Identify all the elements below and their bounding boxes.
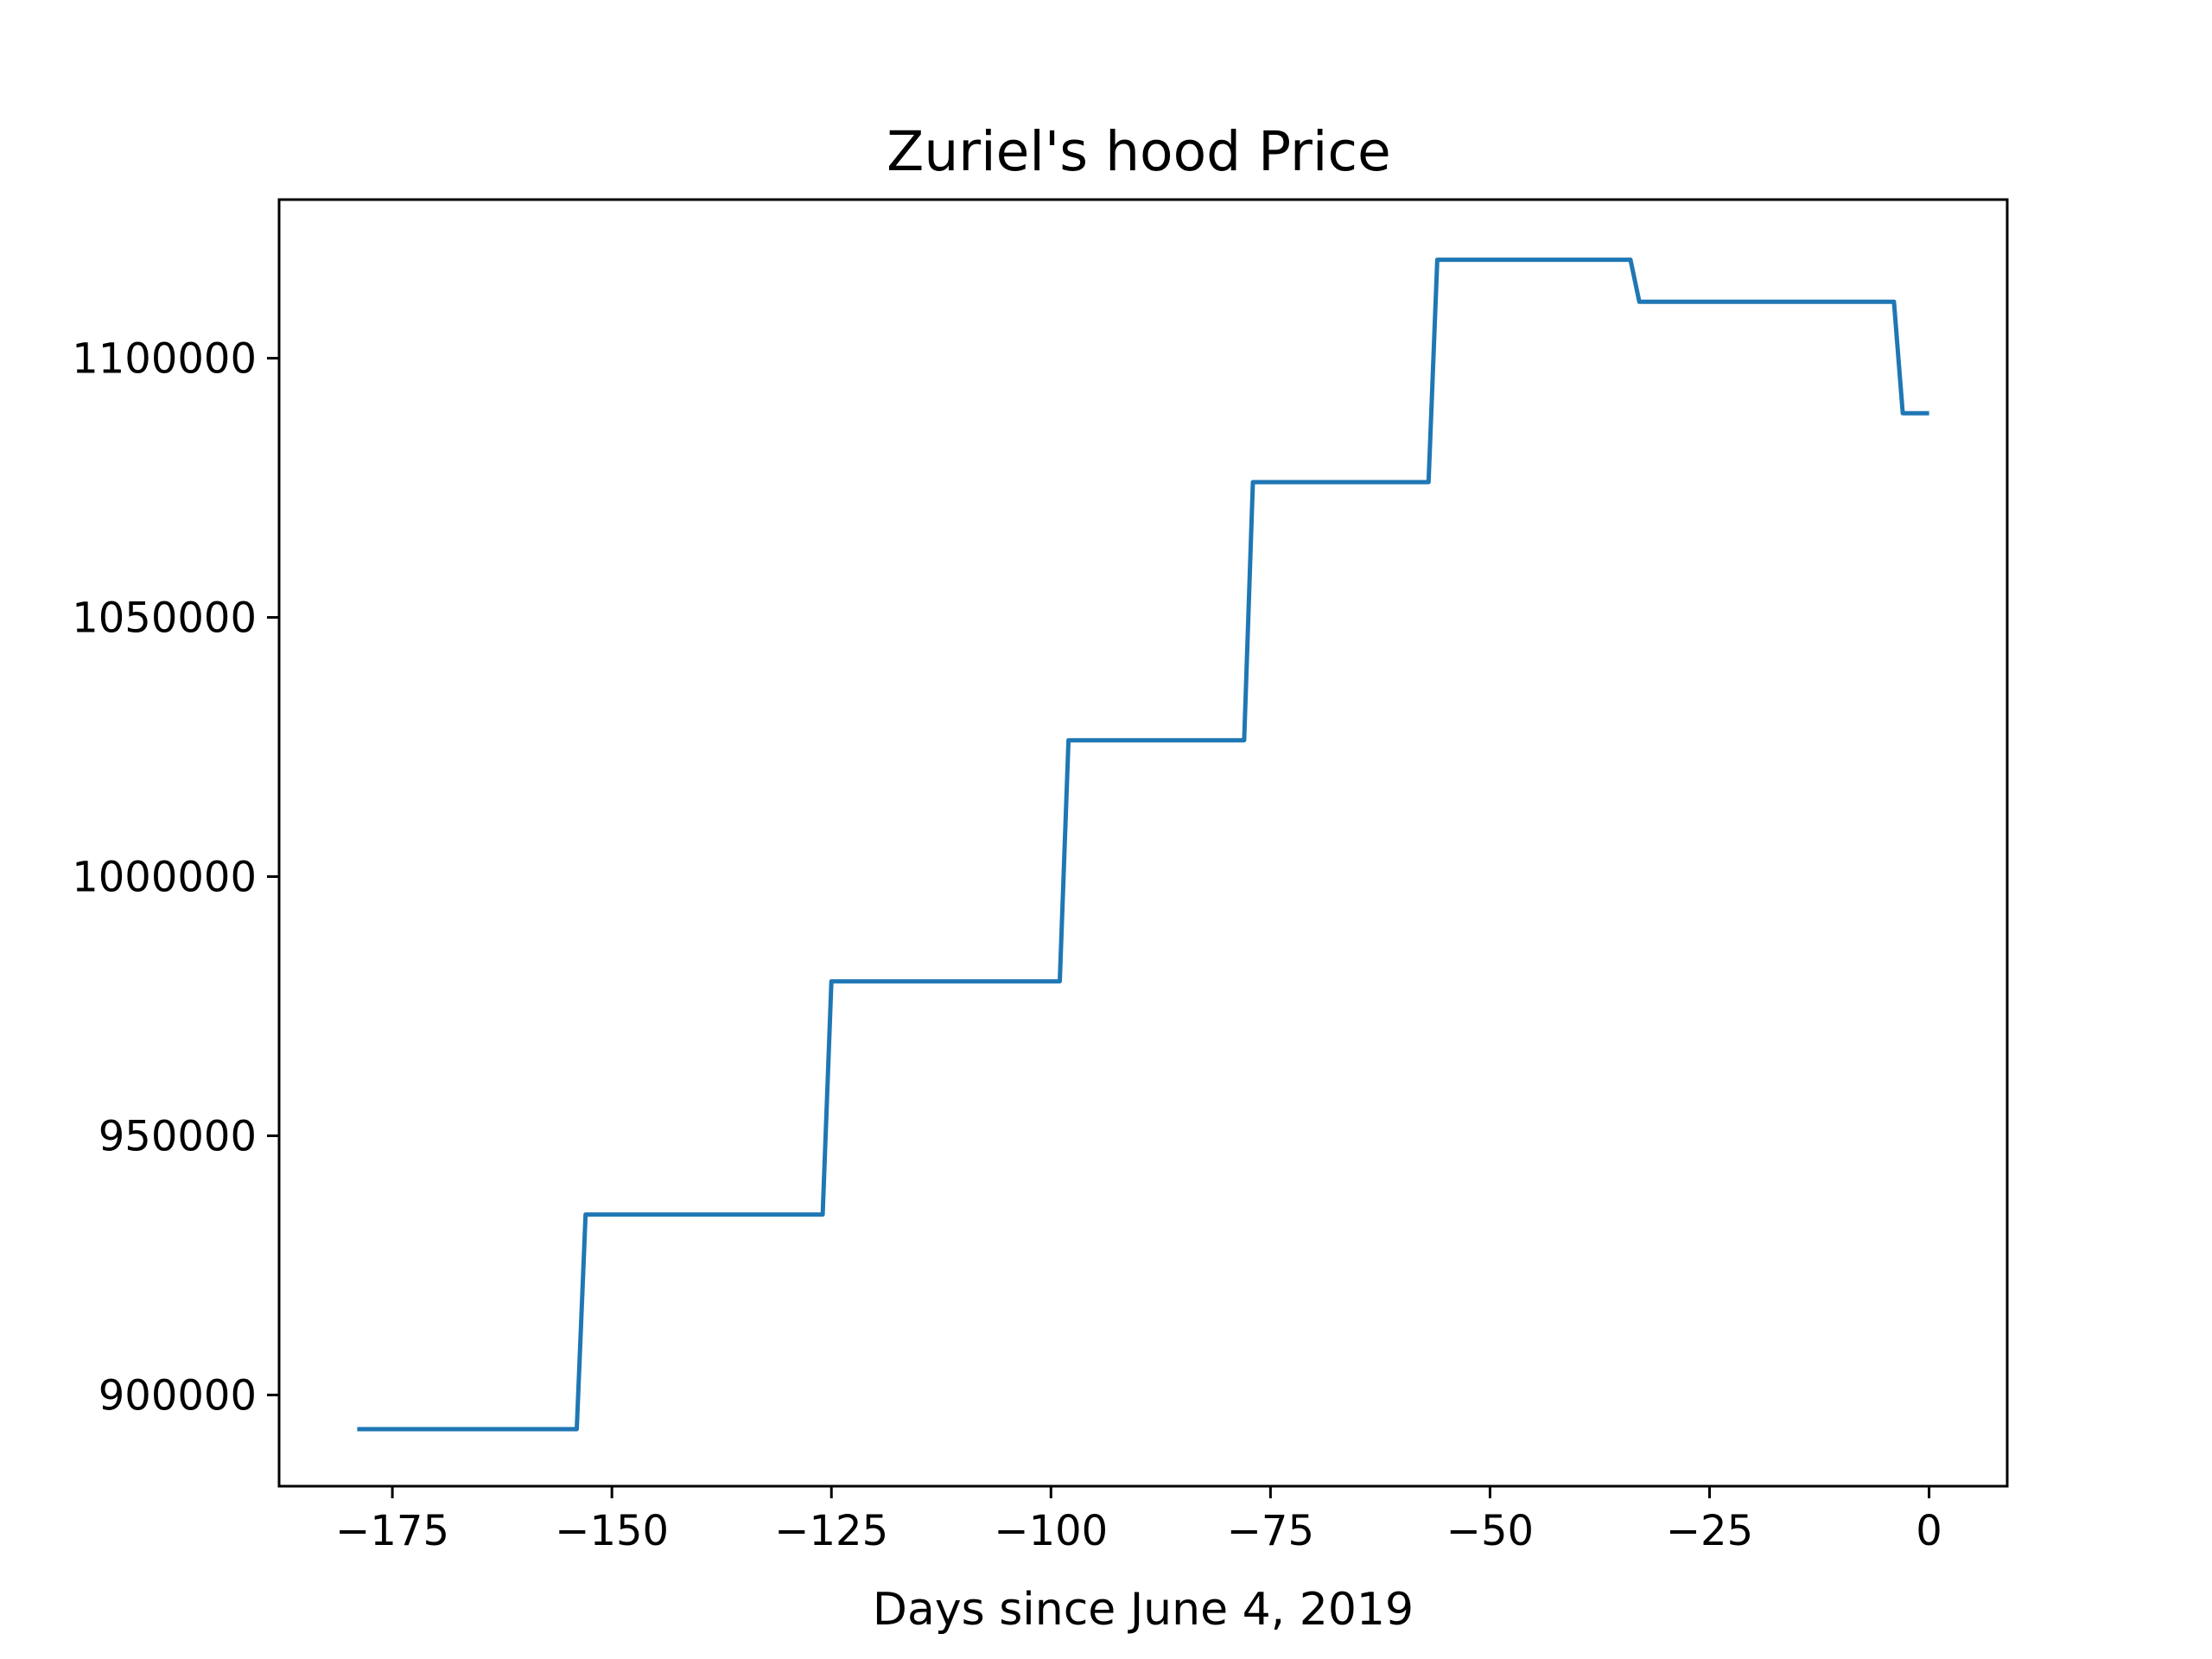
x-tick-label: −50 <box>1446 1507 1534 1555</box>
plot-frame <box>277 198 2009 1488</box>
x-tick-label: −75 <box>1227 1507 1314 1555</box>
x-axis-ticks: −175 −150 −125 −100 −75 −50 −25 0 <box>335 1486 1942 1555</box>
x-tick-label: 0 <box>1916 1507 1942 1555</box>
x-axis-label: Days since June 4, 2019 <box>873 1584 1414 1636</box>
plot-series <box>357 257 1929 1432</box>
y-tick-label: 950000 <box>99 1112 257 1160</box>
y-tick-label: 1050000 <box>72 594 257 643</box>
x-tick-label: −125 <box>774 1507 888 1555</box>
y-tick-label: 1100000 <box>72 335 257 384</box>
y-tick-label: 900000 <box>99 1371 257 1420</box>
x-tick-label: −150 <box>555 1507 669 1555</box>
x-tick-label: −100 <box>994 1507 1108 1555</box>
chart-title: Zuriel's hood Price <box>887 120 1391 183</box>
y-axis-ticks: 900000 950000 1000000 1050000 1100000 <box>72 335 279 1420</box>
x-tick-label: −175 <box>335 1507 449 1555</box>
series-line <box>357 257 1929 1432</box>
x-tick-label: −25 <box>1666 1507 1753 1555</box>
y-tick-label: 1000000 <box>72 853 257 901</box>
